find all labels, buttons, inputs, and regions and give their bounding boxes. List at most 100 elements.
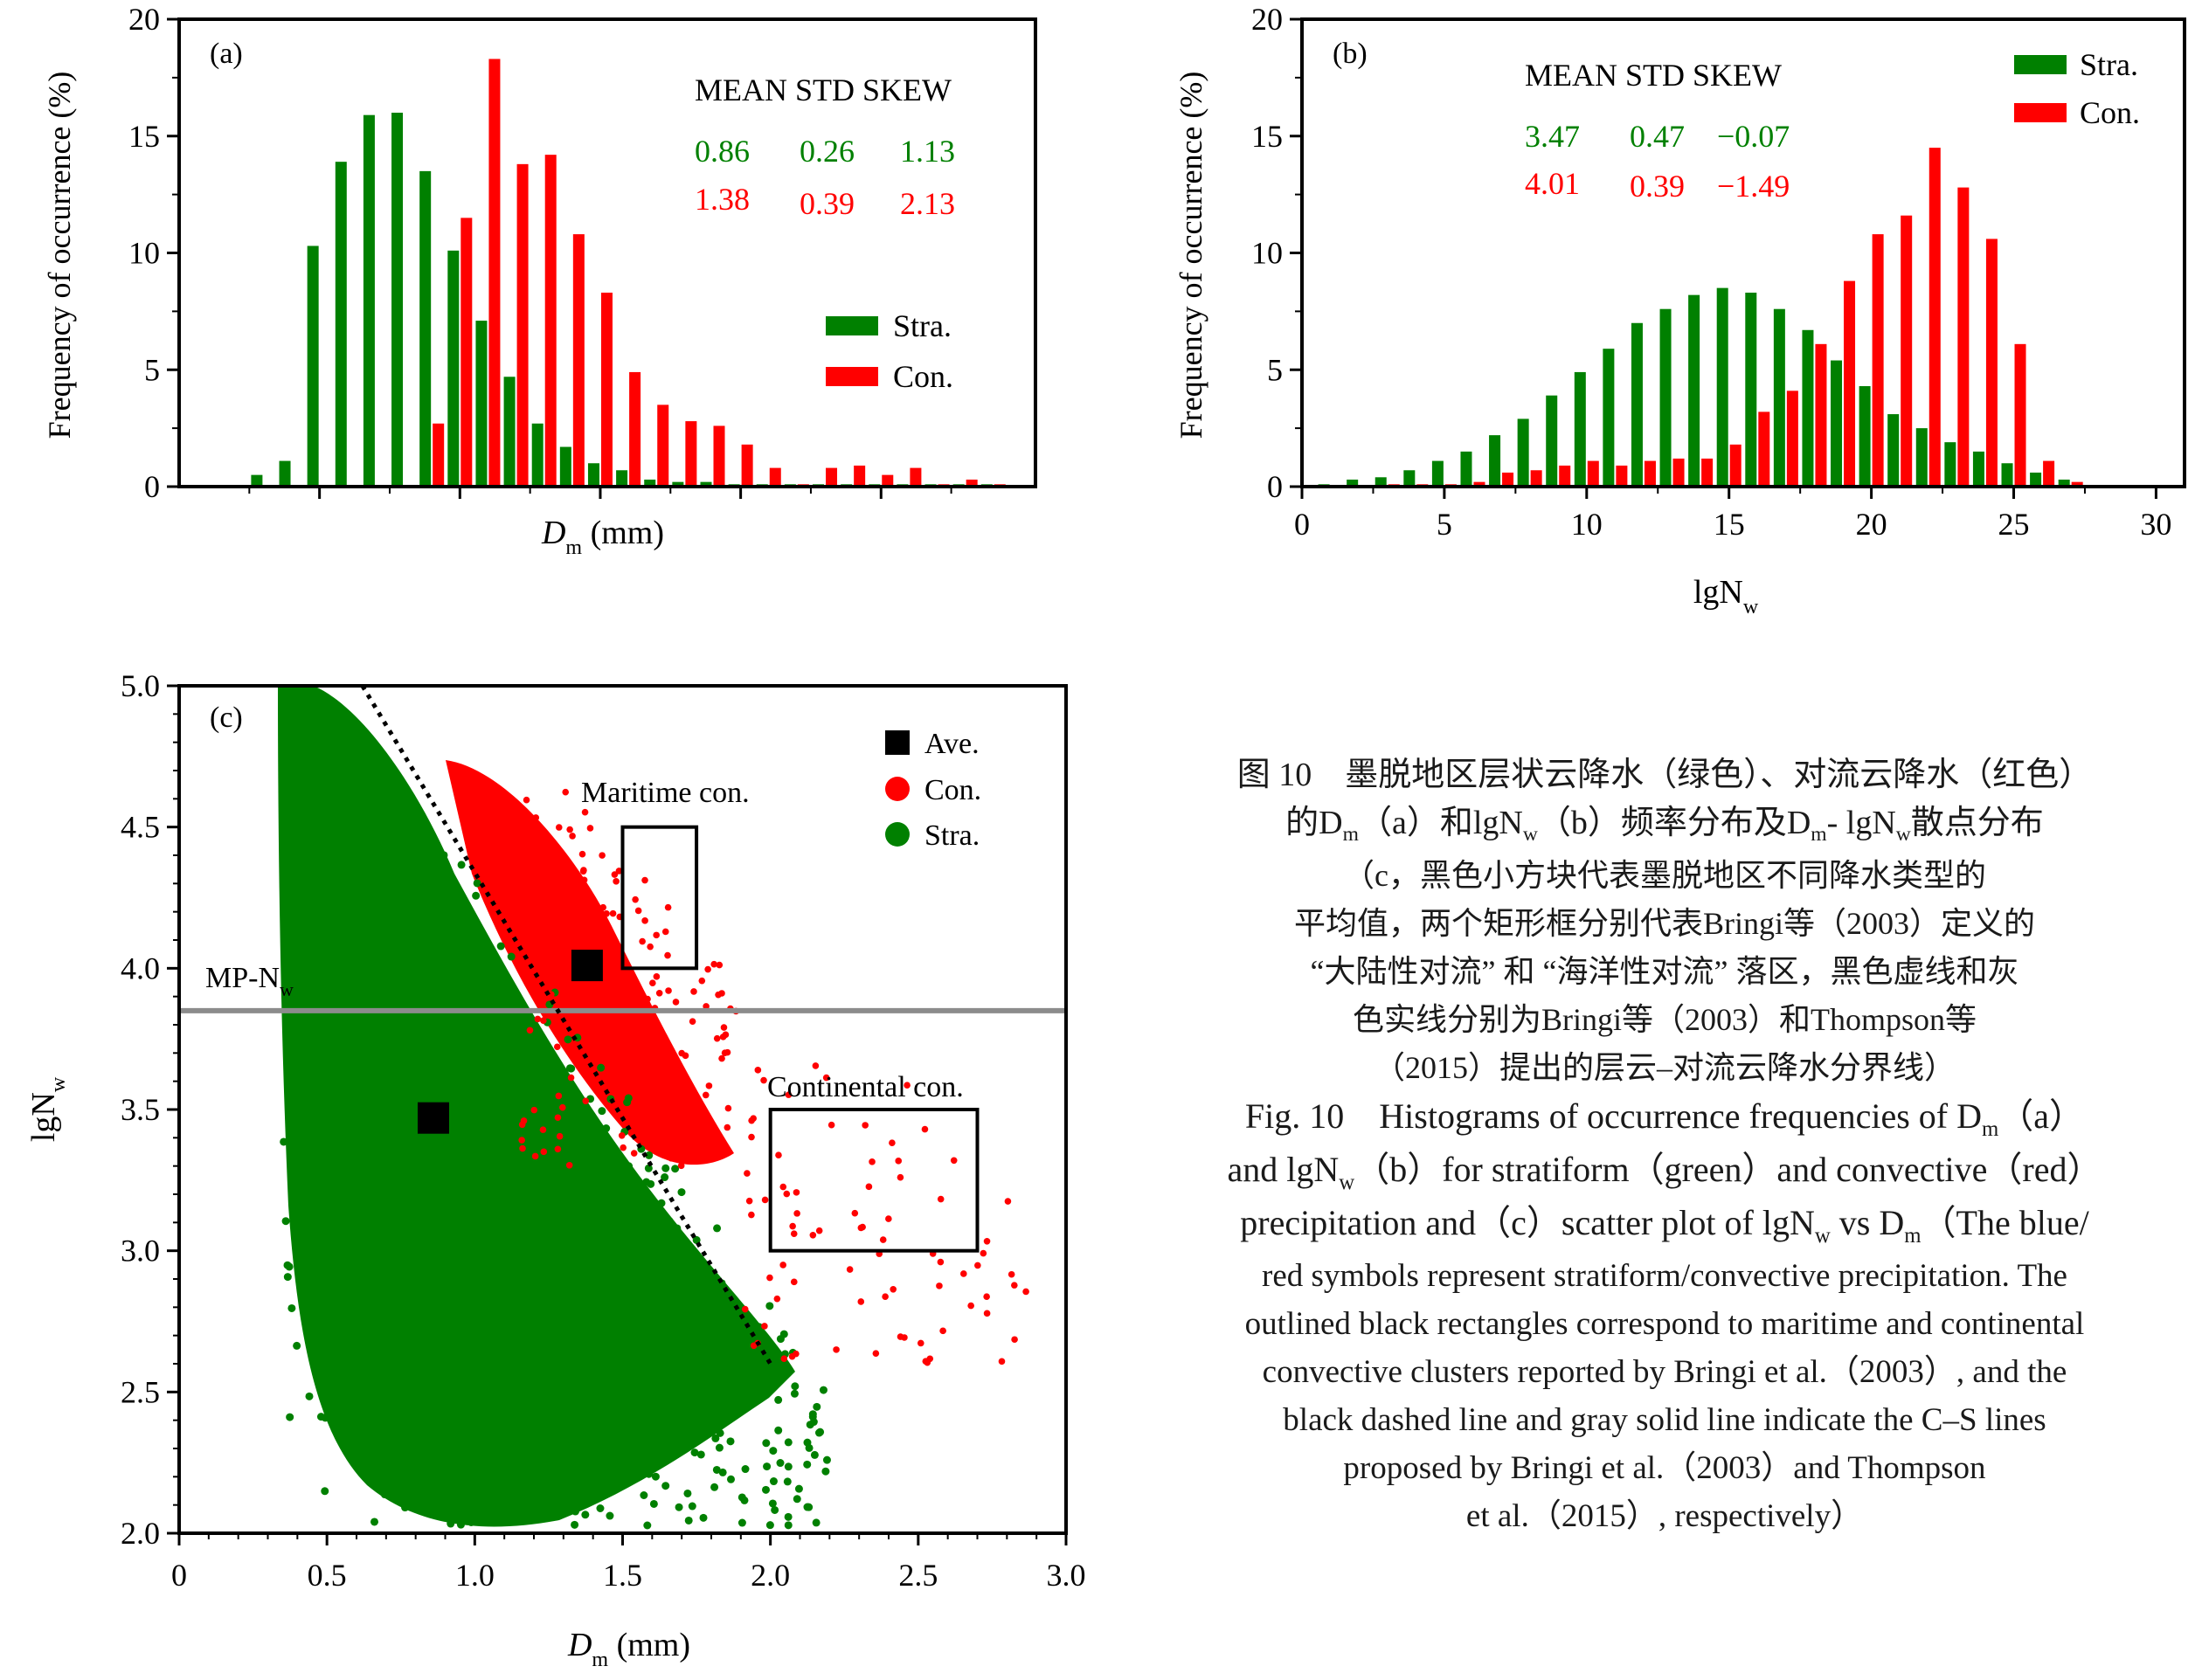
panel-c-stra-point (632, 1235, 641, 1244)
panel-c-stra-point (409, 1460, 418, 1469)
panel-b-y-axis-label: Frequency of occurrence (%) (1174, 72, 1208, 439)
panel-c-con-point (599, 852, 606, 859)
panel-c-stra-point (296, 977, 305, 985)
panel-c-stra-point (521, 1505, 530, 1514)
panel-c-con-point (609, 909, 617, 917)
b-ytick-label-3: 15 (1251, 119, 1283, 154)
panel-c-con-point (571, 940, 578, 948)
panel-c-stra-point (571, 1520, 579, 1529)
panel-c-stra-point (334, 725, 343, 734)
panel-c-stra-point (350, 1122, 358, 1130)
panel-c-con-point (748, 1133, 755, 1141)
b-bar-stra-7 (1517, 418, 1529, 487)
b-bar-stra-13 (1688, 294, 1700, 487)
panel-c-con-point (615, 868, 623, 875)
panel-c-con-point (531, 1152, 539, 1160)
panel-c-stra-point (528, 1098, 537, 1107)
panel-c-stra-point (380, 1490, 389, 1499)
panel-b-stra-std: 0.47 (1630, 119, 1685, 154)
panel-c-stra-point (696, 1450, 705, 1459)
panel-c-stra-point (345, 1423, 354, 1432)
panel-a-legend-con-label: Con. (893, 359, 953, 394)
caption-cn-line1: 图 10 墨脱地区层状云降水（绿色）、对流云降水（红色） (1236, 757, 2093, 793)
panel-c-stra-point (433, 879, 442, 888)
panel-c-con-point (859, 1223, 866, 1231)
caption-en-line3-c: vs D (1830, 1203, 1905, 1242)
panel-c-stra-point (331, 1417, 340, 1426)
panel-c-stra-point (606, 1236, 614, 1245)
panel-c-con-point (783, 1190, 791, 1198)
panel-c-stra-point (594, 1359, 603, 1367)
caption-en-line6: convective clusters reported by Bringi e… (1262, 1354, 2067, 1390)
panel-c-stra-point (398, 1162, 406, 1171)
panel-c-stra-point (648, 1348, 657, 1357)
panel-c-con-point (558, 900, 566, 907)
caption-en-line8: proposed by Bringi et al.（2003）and Thomp… (1343, 1450, 1986, 1486)
panel-c-stra-point (373, 986, 382, 995)
panel-c-con-point (779, 1262, 786, 1269)
panel-c-stra-point (406, 917, 415, 926)
panel-c-stra-point (522, 1491, 530, 1500)
panel-c-stra-point (446, 971, 454, 980)
panel-c-stra-point (648, 1196, 657, 1205)
panel-c-con-point (642, 1082, 649, 1089)
b-bar-con-5 (1473, 481, 1485, 487)
panel-c-stra-point (614, 1345, 623, 1353)
panel-a-con-std: 0.39 (800, 186, 855, 221)
caption-cn-line5: “大陆性对流” 和 “海洋性对流” 落区，黑色虚线和灰 (1310, 954, 2019, 989)
panel-c-con-point (647, 943, 654, 951)
panel-c-stra-point (440, 851, 448, 860)
panel-c-stra-point (821, 1467, 830, 1476)
caption-cn-line6: 色实线分别为Bringi等（2003）和Thompson等 (1352, 1002, 1977, 1037)
panel-c-stra-point (591, 1144, 599, 1153)
panel-c-con-point (519, 1144, 526, 1152)
panel-c-stra-point (361, 1454, 370, 1462)
b-bar-con-14 (1729, 444, 1742, 487)
caption-en-line3-a: precipitation and（c）scatter plot of lgN (1240, 1203, 1815, 1242)
figure-caption: 图 10 墨脱地区层状云降水（绿色）、对流云降水（红色） 的Dm（a）和lgNw… (1127, 751, 2202, 1540)
panel-c-x-axis-label: Dm (mm) (567, 1627, 690, 1671)
panel-c-con-point (779, 1183, 787, 1191)
caption-en-line1-a: Fig. 10 Histograms of occurrence frequen… (1244, 1096, 1982, 1136)
b-bar-stra-15 (1745, 292, 1757, 487)
panel-c-stra-point (710, 1286, 718, 1295)
b-xtick-label-5: 25 (1998, 507, 2030, 542)
panel-c-stra-point (531, 1241, 540, 1250)
panel-c-stra-point (564, 1035, 572, 1044)
panel-c-con-point (950, 1157, 958, 1165)
b-bar-stra-19 (1859, 385, 1871, 487)
panel-a-stra-std: 0.26 (800, 134, 855, 169)
a-bar-stra-16 (700, 481, 712, 487)
b-bar-stra-22 (1944, 442, 1956, 487)
panel-c-stra-point (518, 1309, 527, 1317)
panel-c-stra-point (507, 1392, 516, 1400)
panel-c-con-point (618, 1013, 625, 1020)
panel-c-stra-point (644, 1164, 653, 1172)
caption-en-line9: et al.（2015）, respectively） (1465, 1498, 1864, 1534)
b-bar-con-16 (1786, 391, 1798, 487)
panel-c-stra-point (513, 990, 522, 999)
panel-c-stra-point (426, 1338, 435, 1346)
panel-c-stra-point (370, 1518, 378, 1526)
b-xtick-label-3: 15 (1714, 507, 1745, 542)
caption-en-line7: black dashed line and gray solid line in… (1283, 1402, 2046, 1438)
b-bar-stra-5 (1460, 451, 1472, 487)
panel-c-con-point (741, 1305, 749, 1313)
panel-c-con-point (667, 1133, 674, 1140)
panel-c-stra-point (732, 1300, 741, 1309)
a-bar-stra-13 (616, 470, 628, 487)
panel-c-stra-point (682, 1407, 691, 1415)
panel-c-stra-point (457, 861, 466, 869)
a-bar-con-12 (600, 292, 613, 487)
panel-c-stra-point (643, 1324, 652, 1332)
panel-c-stra-point (634, 1357, 642, 1365)
panel-a-legend-stra-label: Stra. (893, 308, 952, 343)
panel-c-stra-point (534, 1251, 543, 1260)
panel-c-stra-point (293, 837, 301, 846)
panel-c-con-point (572, 1048, 580, 1055)
panel-c-stra-point (539, 1141, 548, 1150)
panel-c-con-point (609, 1063, 616, 1070)
panel-c-boxes (620, 825, 980, 1253)
panel-c-con-point (523, 796, 530, 804)
a-bar-stra-9 (503, 377, 516, 487)
